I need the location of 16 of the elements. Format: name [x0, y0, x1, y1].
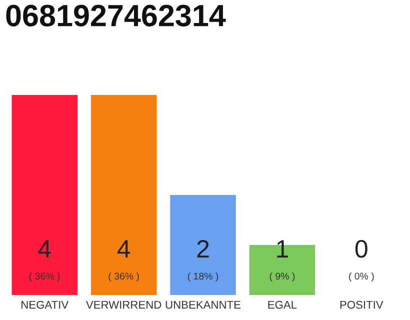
annotation: ( 36% )	[30, 272, 60, 282]
data-label: 1	[277, 240, 288, 258]
x-tick-label: POSITIV	[340, 300, 384, 309]
annotation: ( 0% )	[349, 272, 374, 282]
annotation: ( 9% )	[270, 272, 295, 282]
data-label: 4	[38, 240, 51, 258]
x-tick-label: EGAL	[268, 300, 297, 309]
data-label: 2	[197, 240, 209, 258]
chart-title: 0681927462314	[6, 4, 226, 26]
x-tick-label: NEGATIV	[22, 300, 69, 309]
data-label: 0	[355, 240, 368, 258]
annotation: ( 18% )	[188, 272, 218, 282]
annotation: ( 36% )	[108, 272, 139, 282]
data-label: 4	[117, 240, 130, 258]
x-tick-label: UNBEKANNTE	[166, 300, 240, 309]
x-tick-label: VERWIRREND	[86, 300, 162, 309]
